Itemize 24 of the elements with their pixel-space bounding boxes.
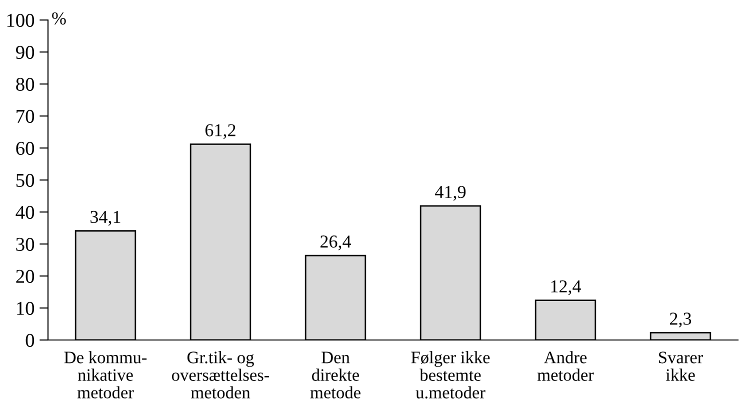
data-label: 2,3 (670, 312, 692, 328)
data-label: 12,4 (551, 280, 582, 296)
y-tick-label: 70 (16, 110, 34, 123)
x-tick-label: De kommu- nikative metoder (64, 351, 147, 398)
data-label: 41,9 (435, 186, 466, 201)
y-tick-label: 90 (16, 46, 34, 59)
y-axis-title: % (52, 12, 66, 25)
y-tick-label: 20 (16, 270, 34, 283)
x-tick-label: Andre metoder (537, 351, 594, 381)
y-tick-label: 80 (16, 78, 34, 91)
x-tick-label: Følger ikke bestemte u.metoder (411, 351, 490, 399)
y-tick-label: 30 (16, 238, 34, 251)
data-label: 61,2 (205, 124, 236, 139)
data-label: 34,1 (90, 210, 120, 226)
x-tick-label: Gr.tik- og oversættelses- metoden (172, 351, 270, 398)
y-tick-label: 0 (26, 334, 34, 347)
y-tick-label: 10 (17, 302, 34, 315)
x-tick-label: Den direkte metode (310, 352, 360, 398)
y-tick-label: 40 (16, 206, 34, 219)
y-tick-label: 100 (7, 14, 34, 27)
data-label: 26,4 (320, 236, 352, 250)
x-tick-label: Svarer ikke (659, 352, 704, 381)
y-tick-label: 50 (16, 174, 34, 187)
y-tick-label: 60 (16, 142, 34, 155)
